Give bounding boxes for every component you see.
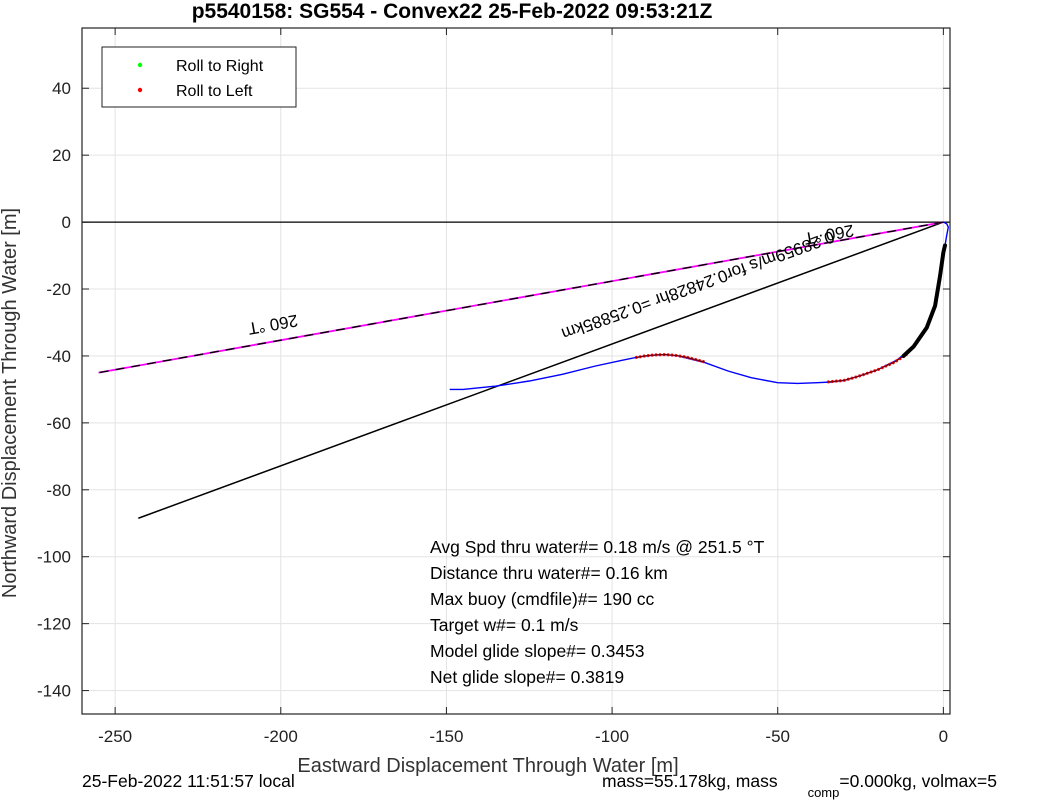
footer-mass: mass=55.178kg, mass (602, 771, 778, 791)
stat-model-glide: Model glide slope#= 0.3453 (430, 641, 645, 661)
legend-box (101, 46, 297, 108)
y-tick-label: -80 (46, 481, 71, 500)
stat-avg-speed: Avg Spd thru water#= 0.18 m/s @ 251.5 °T (430, 537, 765, 557)
y-axis-label: Northward Displacement Through Water [m] (0, 208, 21, 598)
x-axis-label: Eastward Displacement Through Water [m] (297, 755, 678, 777)
footer-mass-subscript: comp (808, 785, 840, 800)
y-tick-label: -60 (46, 414, 71, 433)
y-tick-label: 20 (52, 146, 71, 165)
x-tick-label: -250 (98, 727, 132, 746)
y-tick-label: -100 (37, 548, 71, 567)
stat-distance: Distance thru water#= 0.16 km (430, 563, 668, 583)
footer-volmax: =0.000kg, volmax=5 (839, 771, 997, 791)
axis-ticks: -250 -200 -150 -100 -50 0 40 20 0 -20 -40 -60 -80 -10… (37, 28, 950, 746)
thick-track-segment (901, 243, 947, 358)
stats-block: Avg Spd thru water#= 0.18 m/s @ 251.5 °T… (430, 537, 765, 687)
roll-left-segment-core (635, 353, 705, 363)
thick-track-segments (901, 243, 947, 358)
y-tick-label: -20 (46, 280, 71, 299)
plot-frame (81, 27, 951, 715)
y-tick-label: 40 (52, 79, 71, 98)
chart-title: p5540158: SG554 - Convex22 25-Feb-2022 0… (192, 0, 713, 23)
y-tick-label: -40 (46, 347, 71, 366)
x-tick-label: -150 (429, 727, 463, 746)
footer-local-time: 25-Feb-2022 11:51:57 local (82, 771, 295, 791)
stat-target-w: Target w#= 0.1 m/s (430, 615, 579, 635)
footer-mass-info: mass=55.178kg, mass comp=0.000kg, volmax=… (602, 771, 997, 800)
y-tick-label: -120 (37, 615, 71, 634)
heading-line (98, 221, 944, 374)
legend-marker-roll-left (137, 87, 143, 93)
x-tick-label: 0 (939, 727, 948, 746)
current-line (138, 221, 944, 519)
y-tick-label: -140 (37, 682, 71, 701)
y-tick-label: 0 (62, 213, 71, 232)
legend-label-roll-left: Roll to Left (176, 83, 253, 100)
legend: Roll to Right Roll to Left (101, 46, 297, 108)
x-tick-label: -50 (765, 727, 790, 746)
roll-left-segment-core (827, 353, 908, 383)
x-tick-label: -200 (264, 727, 298, 746)
stat-net-glide: Net glide slope#= 0.3819 (430, 667, 624, 687)
stat-max-buoy: Max buoy (cmdfile)#= 190 cc (430, 589, 654, 609)
x-tick-label: -100 (595, 727, 629, 746)
plot-area (82, 28, 950, 714)
legend-marker-roll-right (137, 62, 143, 68)
roll-left-segments (635, 353, 908, 384)
legend-label-roll-right: Roll to Right (176, 58, 264, 75)
